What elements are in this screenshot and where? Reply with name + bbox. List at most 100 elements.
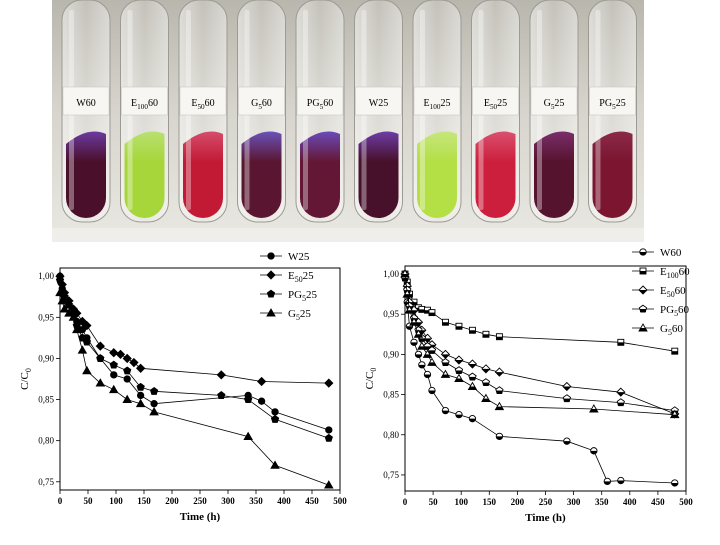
- tube-label: PG560: [307, 98, 333, 111]
- data-point-fill: [401, 274, 409, 278]
- series-line: [404, 275, 675, 484]
- data-point-fill: [639, 252, 647, 256]
- tube-w25: W25: [354, 0, 403, 223]
- data-point-fill: [410, 302, 417, 306]
- data-point-fill: [409, 322, 418, 326]
- data-point-fill: [423, 338, 432, 343]
- chart-60c: 0 50 100 150 200 250 300 350 400 450 500 0,75 0,80 0,…: [360, 242, 720, 540]
- data-point-fill: [428, 390, 436, 394]
- tube-label-background: [62, 86, 110, 116]
- data-point-fill: [639, 290, 647, 294]
- data-point: [270, 414, 280, 423]
- data-point-fill: [617, 342, 624, 346]
- tube-label-background: [296, 86, 344, 116]
- data-point: [108, 384, 119, 394]
- data-point: [136, 391, 145, 400]
- x-tick-label: 450: [305, 496, 319, 506]
- series-g5-60: [400, 269, 680, 419]
- data-point-fill: [415, 354, 422, 358]
- data-point: [109, 348, 119, 358]
- data-point-fill: [405, 310, 414, 314]
- x-tick-label: 500: [679, 497, 693, 507]
- series-e100-60: [401, 270, 679, 355]
- data-point: [82, 365, 92, 375]
- data-point-fill: [604, 481, 611, 485]
- y-tick-label: 0,95: [38, 312, 54, 322]
- tube-e50-60: E5060: [178, 0, 228, 223]
- data-point-fill: [442, 322, 449, 326]
- y-tick-label: 0,80: [383, 430, 399, 440]
- legend-entry-e50-60: E5060: [632, 285, 686, 299]
- x-tick-label: 400: [623, 497, 637, 507]
- legend-label: E10060: [660, 266, 690, 280]
- legend-entry-e50-25: E5025: [260, 270, 314, 284]
- tube-label: W25: [369, 98, 388, 109]
- data-point-fill: [671, 351, 678, 355]
- data-point-fill: [496, 436, 503, 440]
- data-point: [129, 357, 139, 368]
- legend-entry-pg5-60: PG560: [632, 304, 690, 318]
- data-point: [57, 295, 68, 305]
- data-point-fill: [403, 294, 412, 298]
- data-point-fill: [482, 382, 489, 386]
- y-tick-label: 0,90: [383, 349, 399, 359]
- y-axis-label: C/C0: [19, 368, 33, 390]
- x-tick-label: 200: [165, 496, 179, 506]
- data-point-fill: [640, 309, 646, 312]
- data-point-fill: [442, 362, 449, 366]
- legend-entry-w60: W60: [632, 247, 682, 259]
- x-tick-label: 250: [539, 497, 553, 507]
- data-point-fill: [481, 368, 490, 373]
- tube-liquid: [300, 131, 340, 218]
- data-point-fill: [640, 271, 646, 274]
- data-point-fill: [468, 386, 477, 390]
- x-tick-label: 150: [483, 497, 497, 507]
- chart-25c-svg: 0 50 100 150 200 250 300 350 400 450 500 0,75 0,80 0,…: [19, 251, 347, 523]
- data-point: [243, 431, 253, 441]
- data-point: [82, 320, 92, 331]
- data-point-fill: [481, 398, 490, 402]
- data-point: [72, 324, 82, 334]
- legend-label: W25: [288, 251, 310, 263]
- tube-label-background: [121, 86, 168, 116]
- data-point: [266, 308, 276, 317]
- data-point: [135, 398, 146, 408]
- legend-label: G525: [288, 308, 311, 322]
- data-point: [68, 312, 79, 321]
- data-point-fill: [441, 374, 450, 378]
- legend-label: E5025: [288, 270, 314, 284]
- data-point: [324, 378, 334, 388]
- plot-frame: [404, 265, 687, 492]
- data-point: [217, 391, 226, 399]
- data-point-fill: [418, 309, 425, 313]
- data-point: [78, 333, 87, 342]
- tube-label-background: [530, 86, 578, 116]
- x-tick-label: 500: [333, 496, 347, 506]
- x-axis-label: Time (h): [525, 512, 566, 524]
- tube-label: W60: [76, 98, 95, 109]
- legend-entry-g5-60: G560: [632, 323, 683, 337]
- data-point-fill: [441, 354, 450, 359]
- data-point-fill: [671, 482, 678, 487]
- x-tick-label: 100: [109, 496, 123, 506]
- series-w60: [401, 271, 679, 487]
- tube-liquid: [475, 131, 516, 219]
- tube-liquid: [241, 131, 282, 219]
- data-point-fill: [406, 326, 413, 330]
- data-point-fill: [617, 402, 624, 406]
- x-tick-label: 100: [454, 497, 468, 507]
- tube-e50-25: E5025: [471, 0, 520, 223]
- x-tick-label: 150: [137, 496, 151, 506]
- tube-w60: W60: [61, 0, 111, 223]
- data-point-fill: [418, 338, 425, 342]
- x-tick-label: 350: [249, 496, 263, 506]
- y-tick-label: 0,75: [383, 470, 399, 480]
- data-point-fill: [428, 350, 435, 354]
- data-point: [122, 394, 132, 404]
- legend-entry-pg5-25: PG525: [260, 289, 318, 303]
- data-point: [96, 354, 105, 362]
- y-tick-label: 0,95: [383, 309, 399, 319]
- tube-liquid: [358, 131, 399, 219]
- x-tick-label: 250: [193, 496, 207, 506]
- series-pg5-25: [55, 275, 333, 442]
